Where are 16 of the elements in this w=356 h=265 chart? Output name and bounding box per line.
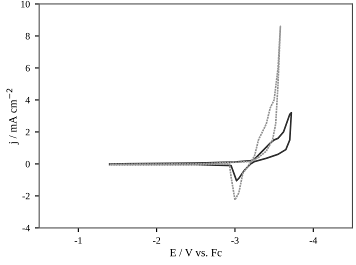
y-tick-label: -4 — [22, 224, 30, 232]
line-series — [108, 112, 292, 182]
x-tick-label: -1 — [74, 237, 82, 244]
x-tick-label: -2 — [152, 237, 160, 244]
y-tick-label: 6 — [26, 64, 30, 72]
x-tick-label: -4 — [310, 237, 318, 244]
y-tick-label: 10 — [21, 0, 30, 8]
y-tick-label: 8 — [26, 32, 30, 40]
y-tick-label: -2 — [22, 192, 30, 200]
y-tick-label: 0 — [26, 160, 30, 168]
x-axis-title: E / V vs. Fc — [170, 248, 222, 256]
line-series — [108, 26, 282, 201]
y-axis-title: j / mA cm$^{−2}$ — [6, 88, 19, 145]
x-tick-label: -3 — [231, 237, 239, 244]
y-tick-label: 4 — [25, 96, 30, 104]
y-tick-label: 2 — [26, 128, 30, 136]
